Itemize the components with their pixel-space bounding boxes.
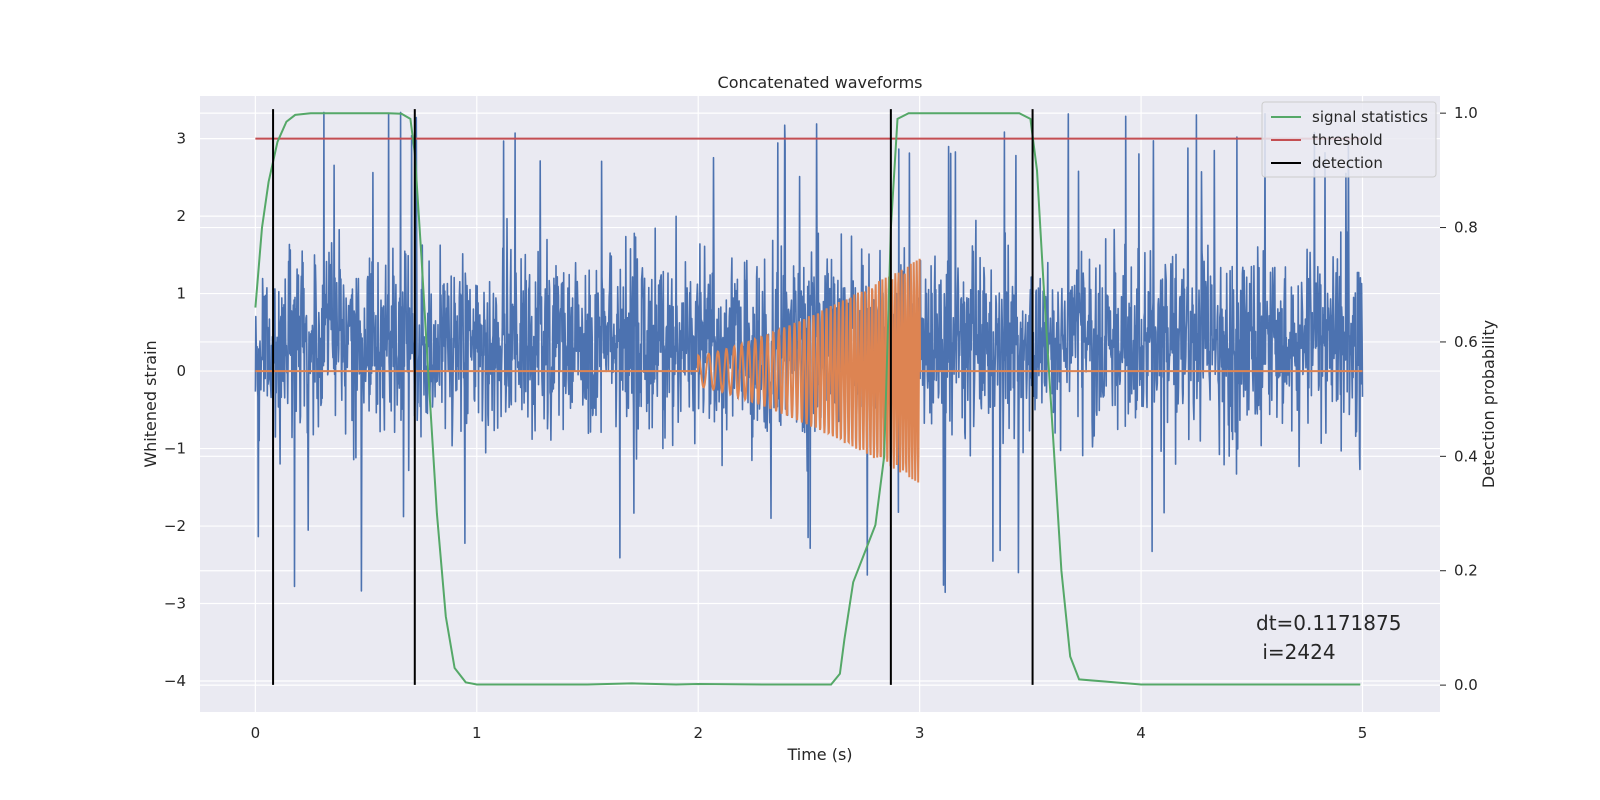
legend-label-detection: detection xyxy=(1312,154,1383,172)
x-tick-label: 5 xyxy=(1358,724,1368,742)
x-tick-label: 2 xyxy=(693,724,703,742)
y2-tick-label: 1.0 xyxy=(1454,104,1478,122)
y-axis-label: Whitened strain xyxy=(141,340,160,467)
signal-statistics-line xyxy=(254,112,1361,686)
y-tick-label: −4 xyxy=(164,672,186,690)
legend: signal statistics threshold detection xyxy=(1261,101,1437,178)
y-tick-label: 0 xyxy=(176,362,186,380)
grid xyxy=(200,96,1440,712)
chart-title: Concatenated waveforms xyxy=(718,73,923,92)
y2-axis-label: Detection probability xyxy=(1479,320,1498,488)
legend-box xyxy=(1261,101,1437,178)
annotation-i: i=2424 xyxy=(1256,640,1336,664)
tick-labels: 0 1 2 3 4 5 −4 −3 −2 −1 0 1 2 3 0.0 0.2 0.4 0.6 0.8 1.0 xyxy=(164,104,1478,742)
y-tick-label: 3 xyxy=(176,130,186,148)
waveform-series-line xyxy=(255,258,1363,483)
strain-series-line xyxy=(254,111,1364,594)
y2-tick-label: 0.0 xyxy=(1454,676,1478,694)
y2-tick-label: 0.2 xyxy=(1454,562,1478,580)
y-tick-label: −2 xyxy=(164,517,186,535)
data-series xyxy=(254,109,1364,686)
x-tick-label: 4 xyxy=(1136,724,1146,742)
y2-tick-label: 0.6 xyxy=(1454,333,1478,351)
y2-tick-label: 0.8 xyxy=(1454,219,1478,237)
y-tick-label: 2 xyxy=(176,207,186,225)
y-tick-label: −3 xyxy=(164,595,186,613)
x-tick-label: 1 xyxy=(472,724,482,742)
legend-label-signal: signal statistics xyxy=(1312,108,1428,126)
x-tick-label: 0 xyxy=(251,724,261,742)
annotation-dt: dt=0.1171875 xyxy=(1256,611,1401,635)
legend-label-threshold: threshold xyxy=(1312,131,1383,149)
y-tick-label: −1 xyxy=(164,440,186,458)
y2-tick-label: 0.4 xyxy=(1454,447,1478,465)
y-tick-label: 1 xyxy=(176,285,186,303)
x-tick-label: 3 xyxy=(915,724,925,742)
x-axis-label: Time (s) xyxy=(786,745,852,764)
